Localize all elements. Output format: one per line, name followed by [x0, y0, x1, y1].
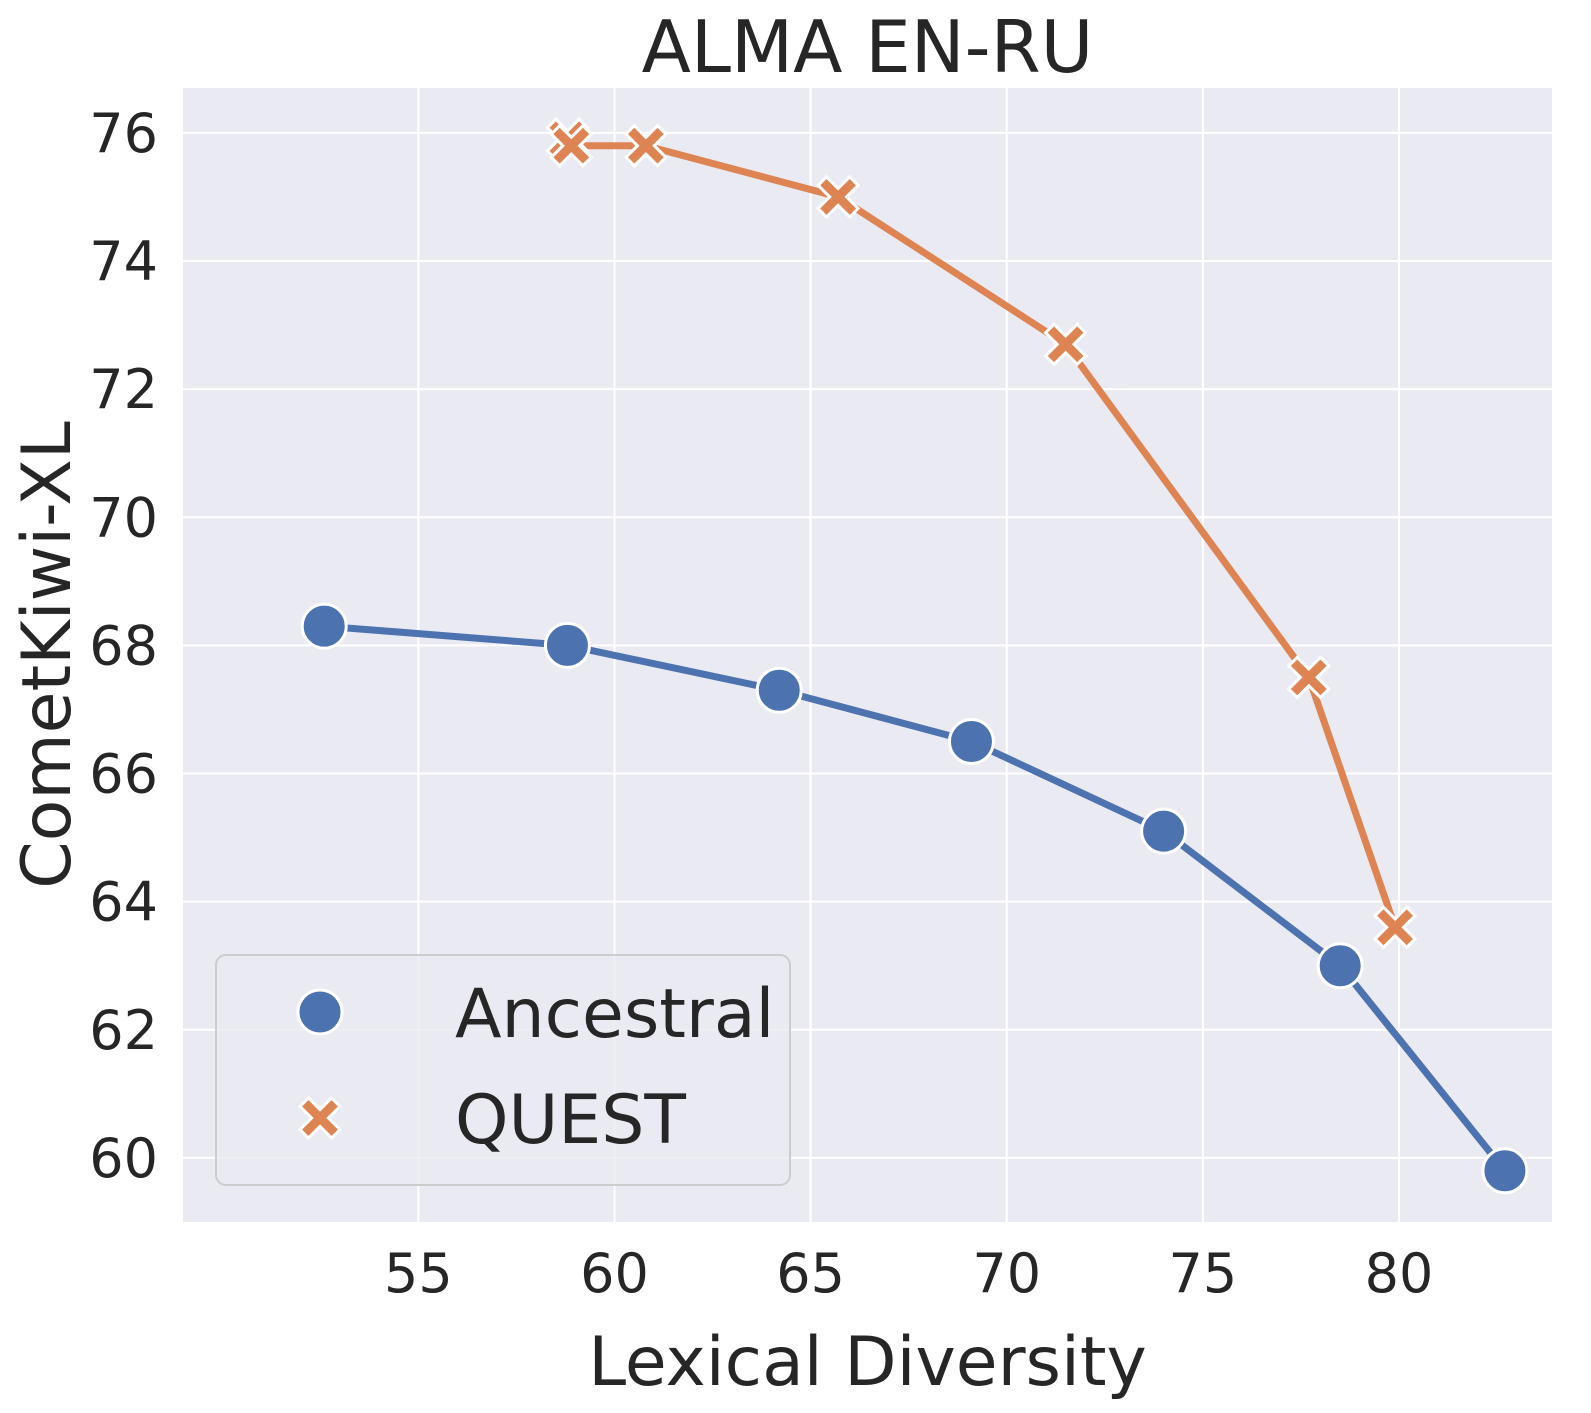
data-point [300, 602, 348, 650]
y-tick-label: 70 [89, 486, 158, 549]
series-layer [300, 117, 1529, 1195]
data-point [815, 174, 861, 220]
data-point [1481, 1147, 1529, 1195]
data-point [549, 123, 594, 168]
data-point [1043, 322, 1088, 367]
y-tick-label: 76 [89, 102, 158, 165]
legend-item-ancestral: Ancestral [296, 975, 774, 1054]
legend-frame [215, 954, 791, 1186]
x-tick-label: 60 [580, 1242, 649, 1305]
series-quest [545, 117, 1418, 950]
legend-marker [297, 1095, 343, 1141]
x-axis-label: Lexical Diversity [588, 1323, 1147, 1402]
data-point [755, 666, 803, 714]
legend-item-quest: QUEST [297, 1081, 686, 1160]
y-tick-label: 74 [89, 230, 158, 293]
data-point [1372, 905, 1418, 950]
y-tick-label: 66 [89, 743, 158, 806]
data-point [1286, 655, 1331, 700]
legend-label: Ancestral [455, 975, 774, 1054]
legend-marker [296, 988, 344, 1036]
y-tick-label: 64 [89, 871, 158, 934]
x-tick-label: 75 [1169, 1242, 1238, 1305]
series-ancestral [300, 602, 1529, 1195]
y-tick-label: 60 [89, 1127, 158, 1190]
data-point [543, 621, 591, 669]
y-tick-label: 68 [89, 614, 158, 677]
legend: Ancestral QUEST [215, 954, 791, 1186]
y-axis-ticks: 60 62 64 66 68 70 72 74 76 [89, 102, 158, 1190]
chart-title: ALMA EN-RU [642, 5, 1094, 89]
data-point [947, 717, 995, 765]
legend-label: QUEST [455, 1081, 686, 1160]
x-tick-label: 80 [1365, 1242, 1434, 1305]
y-tick-label: 72 [89, 358, 158, 421]
y-tick-label: 62 [89, 999, 158, 1062]
x-axis-ticks: 55 60 65 70 75 80 [384, 1242, 1433, 1305]
x-tick-label: 55 [384, 1242, 453, 1305]
x-tick-label: 65 [776, 1242, 845, 1305]
data-point [1316, 942, 1364, 990]
data-point [1140, 807, 1188, 855]
y-axis-label: CometKiwi-XL [8, 421, 87, 889]
x-tick-label: 70 [972, 1242, 1041, 1305]
data-point [623, 123, 669, 168]
